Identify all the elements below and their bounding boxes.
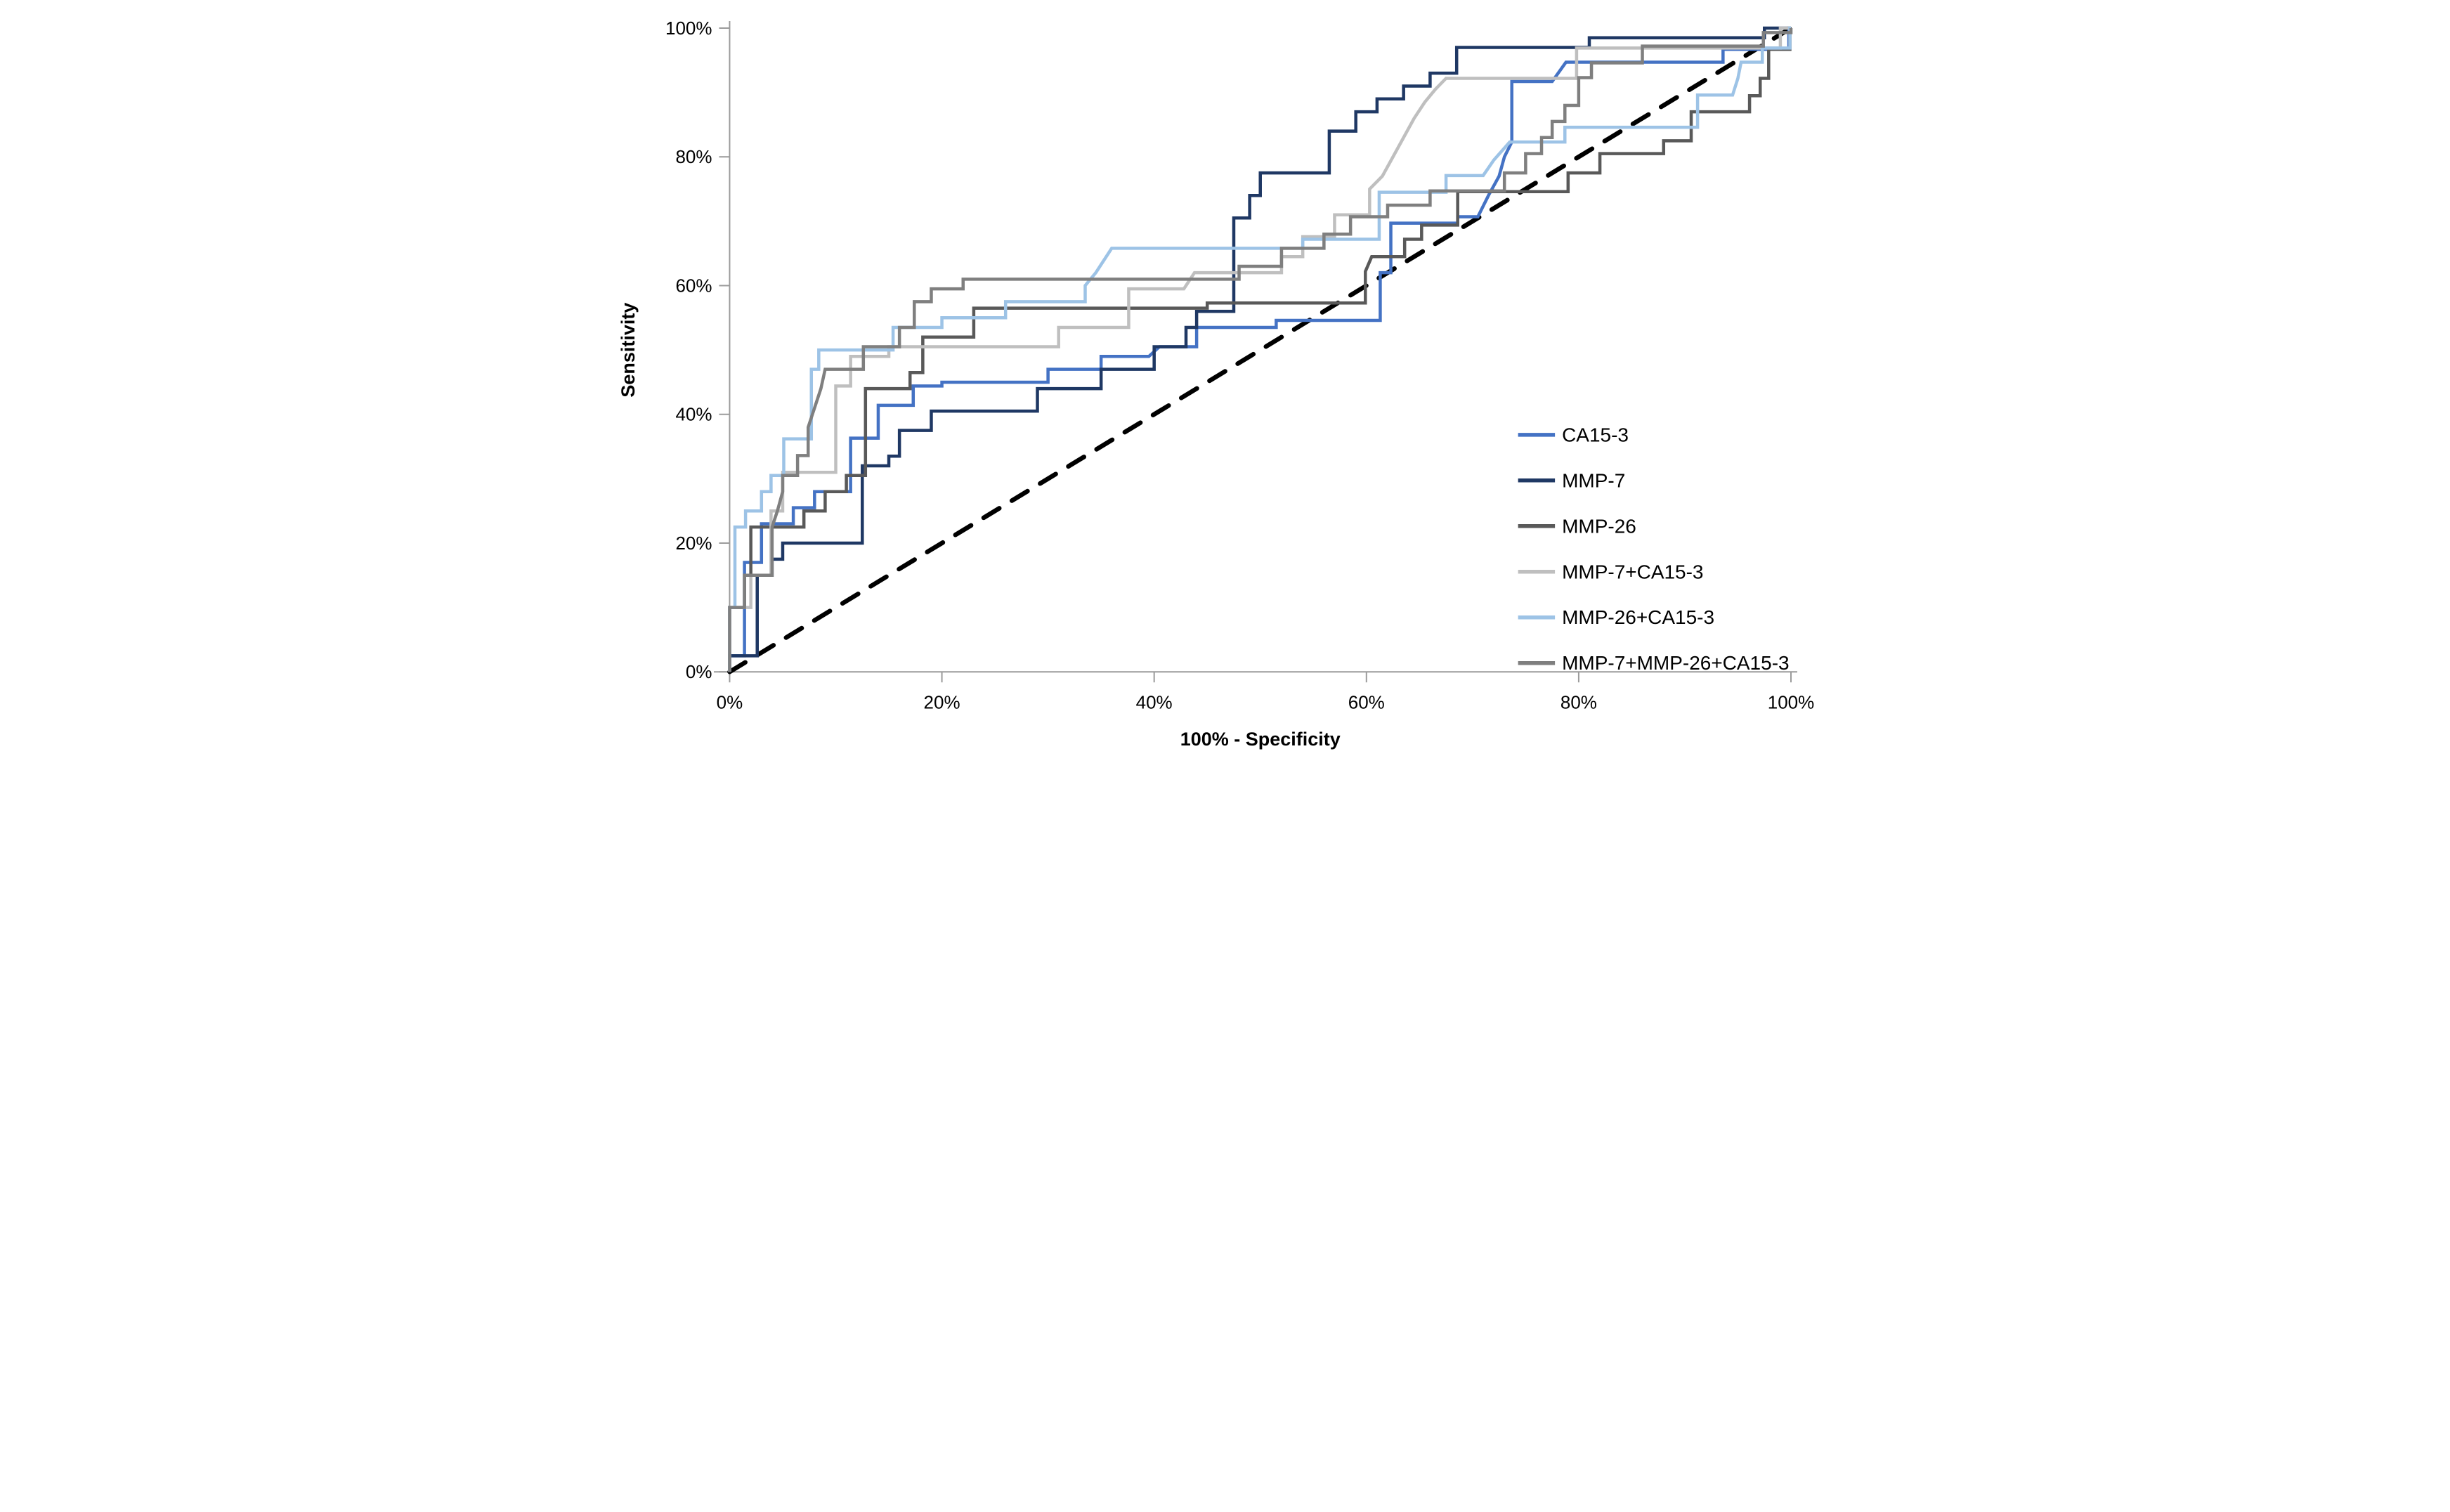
legend-item-ca15-3: CA15-3 [1518,424,1629,445]
roc-curve-mmp-26-ca15-3 [728,26,1792,672]
roc-chart-figure: 0% 20% 40% 60% 80% 100% 0% 20% 40% 60% 80% 100% 100%… [613,0,1837,756]
roc-curve-mmp-26 [728,26,1792,672]
legend-item-mmp-26: MMP-26 [1518,515,1636,537]
legend-label-mmp-7-mmp-26-ca15-3: MMP-7+MMP-26+CA15-3 [1562,652,1789,674]
legend-item-mmp-26-ca15-3: MMP-26+CA15-3 [1518,606,1714,628]
x-axis-title: 100% - Specificity [1180,729,1341,750]
y-axis-title: Sensitivity [618,303,639,398]
x-tick-label: 20% [924,692,960,713]
roc-curve-mmp-7-mmp-26-ca15-3 [728,27,1793,672]
y-tick-label: 100% [665,18,712,39]
y-tick-label: 40% [675,404,712,425]
legend-label-mmp-26: MMP-26 [1562,515,1636,537]
legend-label-mmp-7: MMP-7 [1562,469,1625,491]
legend-label-mmp-26-ca15-3: MMP-26+CA15-3 [1562,606,1714,628]
x-tick-label: 40% [1136,692,1173,713]
x-tick-label: 0% [717,692,743,713]
roc-curves [728,26,1793,672]
x-tick-label: 60% [1348,692,1385,713]
legend-item-mmp-7-ca15-3: MMP-7+CA15-3 [1518,561,1704,582]
roc-chart-canvas: 0% 20% 40% 60% 80% 100% 0% 20% 40% 60% 80% 100% 100%… [618,18,1814,750]
x-tick-label: 80% [1560,692,1597,713]
axes: 0% 20% 40% 60% 80% 100% 0% 20% 40% 60% 80% 100% [665,18,1814,713]
legend-label-mmp-7-ca15-3: MMP-7+CA15-3 [1562,561,1703,582]
diagonal-reference-line [727,25,1794,674]
x-tick-label: 100% [1768,692,1814,713]
legend: CA15-3 MMP-7 MMP-26 MMP-7+CA15-3 MMP-26+CA15… [1518,424,1790,674]
roc-curve-mmp-7 [728,26,1792,672]
y-tick-label: 0% [686,661,712,682]
legend-item-mmp-7-mmp-26-ca15-3: MMP-7+MMP-26+CA15-3 [1518,652,1790,674]
y-tick-label: 80% [675,146,712,167]
legend-label-ca15-3: CA15-3 [1562,424,1629,445]
y-tick-label: 20% [675,533,712,554]
legend-item-mmp-7: MMP-7 [1518,469,1625,491]
y-tick-label: 60% [675,275,712,296]
